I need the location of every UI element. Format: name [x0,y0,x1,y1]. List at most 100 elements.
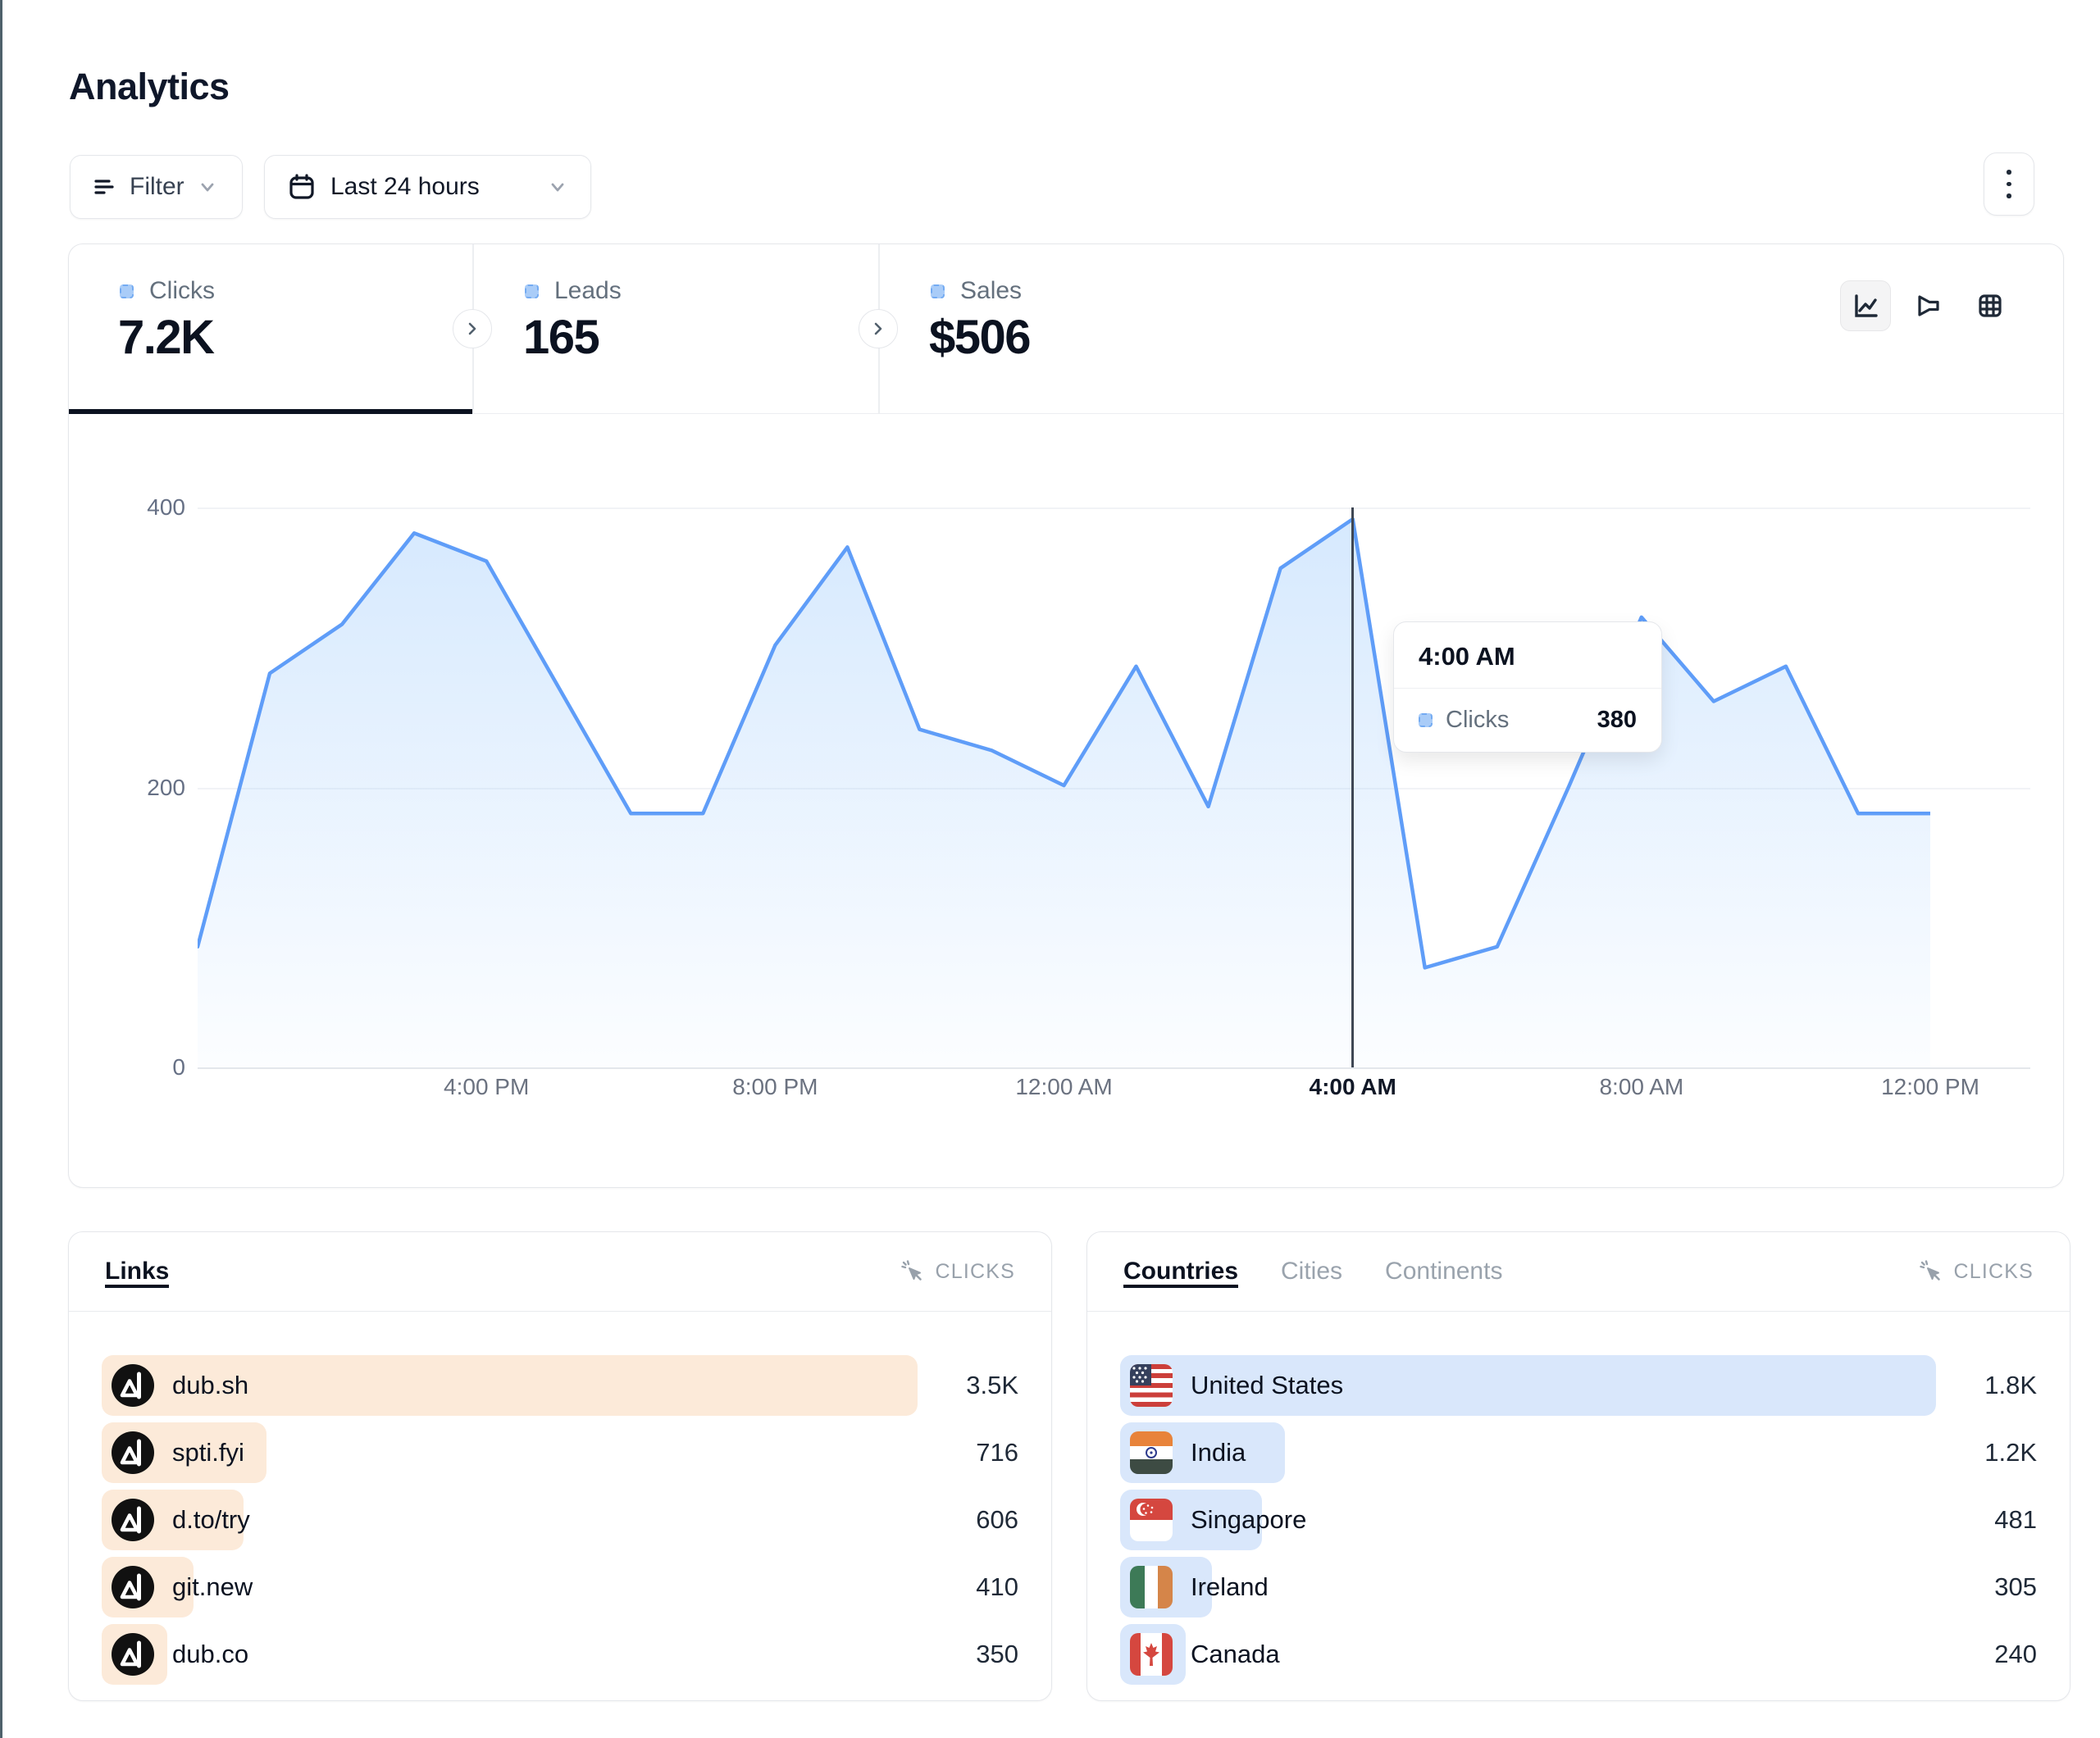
expand-clicks-button[interactable] [453,309,492,348]
calendar-icon [288,173,316,201]
filter-button-label: Filter [130,173,184,200]
country-row[interactable]: Ireland 305 [1120,1557,2037,1617]
x-tick-8-00-am: 8:00 AM [1599,1074,1684,1099]
chart-area-fill [198,519,1930,1068]
tooltip-time: 4:00 AM [1394,622,1661,689]
row-value: 481 [1994,1505,2037,1534]
countries-panel: Countries Cities Continents CLICKS Unite… [1086,1231,2070,1701]
ireland-flag-icon [1130,1566,1173,1608]
links-tab-underline [105,1284,170,1288]
row-label: Singapore [1191,1505,1307,1534]
country-row[interactable]: India 1.2K [1120,1422,2037,1483]
row-value: 1.2K [1984,1438,2037,1467]
row-label: git.new [172,1572,253,1601]
line-chart-icon [1851,291,1880,321]
page-title: Analytics [69,66,230,107]
hover-crosshair [1351,507,1355,1067]
row-label: spti.fyi [172,1438,244,1467]
x-tick-12-00-am: 12:00 AM [1015,1074,1113,1099]
row-value: 240 [1994,1640,2037,1668]
tooltip-value: 380 [1597,707,1637,733]
row-value: 350 [976,1640,1018,1668]
country-row[interactable]: United States 1.8K [1120,1355,2037,1416]
date-range-label: Last 24 hours [330,173,480,200]
link-row[interactable]: dub.co 350 [102,1624,1018,1685]
tooltip-legend-square [1419,713,1433,727]
tab-cities[interactable]: Cities [1281,1258,1343,1285]
row-value: 3.5K [966,1371,1018,1399]
row-label: India [1191,1438,1246,1467]
countries-metric-label: CLICKS [1953,1259,2034,1283]
line-chart-view-button[interactable] [1840,280,1891,331]
y-tick-200: 200 [147,775,185,800]
row-label: Ireland [1191,1572,1269,1601]
dub-logo-icon [112,1499,154,1541]
link-row[interactable]: dub.sh 3.5K [102,1355,1018,1416]
row-value: 716 [976,1438,1018,1467]
chart-line [198,516,1930,970]
row-value: 410 [976,1572,1018,1601]
row-value: 305 [1994,1572,2037,1601]
y-tick-0: 0 [172,1054,185,1080]
dub-logo-icon [112,1431,154,1474]
cursor-click-icon [1919,1259,1943,1284]
chart-view-toggles [1840,280,2016,331]
leads-tab-label: Leads [554,277,622,304]
chevron-down-icon [198,177,217,197]
country-row[interactable]: Singapore 481 [1120,1490,2037,1550]
cursor-click-icon [900,1259,925,1284]
tooltip-series-label: Clicks [1446,707,1510,733]
sales-tab-label: Sales [960,277,1023,304]
singapore-flag-icon [1130,1499,1173,1541]
tab-sales[interactable]: Sales $506 [878,244,1288,414]
analytics-chart-card: Clicks 7.2K Leads 165 [68,243,2064,1188]
expand-leads-button[interactable] [859,309,898,348]
funnel-view-button[interactable] [1902,280,1953,331]
table-view-button[interactable] [1965,280,2016,331]
table-grid-icon [1975,291,2005,321]
row-label: United States [1191,1371,1344,1399]
india-flag-icon [1130,1431,1173,1474]
row-label: dub.co [172,1640,249,1668]
link-row[interactable]: git.new 410 [102,1557,1018,1617]
links-metric[interactable]: CLICKS [900,1259,1015,1284]
x-tick-4-00-am: 4:00 AM [1309,1074,1396,1099]
stats-tabs-row: Clicks 7.2K Leads 165 [69,244,2063,414]
clicks-tab-label: Clicks [149,277,215,304]
clicks-area-chart[interactable] [198,460,1930,1068]
link-row[interactable]: spti.fyi 716 [102,1422,1018,1483]
chevron-down-icon [548,177,567,197]
link-row[interactable]: d.to/try 606 [102,1490,1018,1550]
date-range-button[interactable]: Last 24 hours [264,155,591,219]
filter-button[interactable]: Filter [70,155,243,219]
dub-logo-icon [112,1566,154,1608]
leads-total: 165 [523,311,600,364]
leads-legend-square [525,284,539,298]
us-flag-icon [1130,1364,1173,1407]
row-label: dub.sh [172,1371,249,1399]
country-row[interactable]: Canada 240 [1120,1624,2037,1685]
sales-total: $506 [929,311,1032,364]
clicks-total: 7.2K [118,311,215,364]
links-metric-label: CLICKS [935,1259,1015,1283]
tab-countries[interactable]: Countries [1123,1258,1239,1288]
row-value: 606 [976,1505,1018,1534]
countries-metric[interactable]: CLICKS [1919,1259,2034,1284]
tab-continents[interactable]: Continents [1385,1258,1503,1285]
y-tick-400: 400 [147,494,185,520]
value-bar [1120,1355,1937,1416]
links-panel: Links CLICKS dub.sh 3.5K spti.fyi 716 d.to… [68,1231,1052,1701]
x-axis-line [198,1067,2030,1069]
more-options-button[interactable] [1984,152,2034,216]
tab-clicks[interactable]: Clicks 7.2K [69,244,472,414]
tab-links[interactable]: Links [105,1258,170,1288]
gridline-400 [198,507,2030,509]
filter-icon [92,175,116,199]
tab-leads[interactable]: Leads 165 [472,244,878,414]
value-bar [102,1355,918,1416]
chart-tooltip: 4:00 AM Clicks 380 [1393,621,1662,753]
active-tab-underline [69,409,472,414]
funnel-icon [1913,291,1943,321]
countries-tab-underline [1123,1284,1239,1288]
